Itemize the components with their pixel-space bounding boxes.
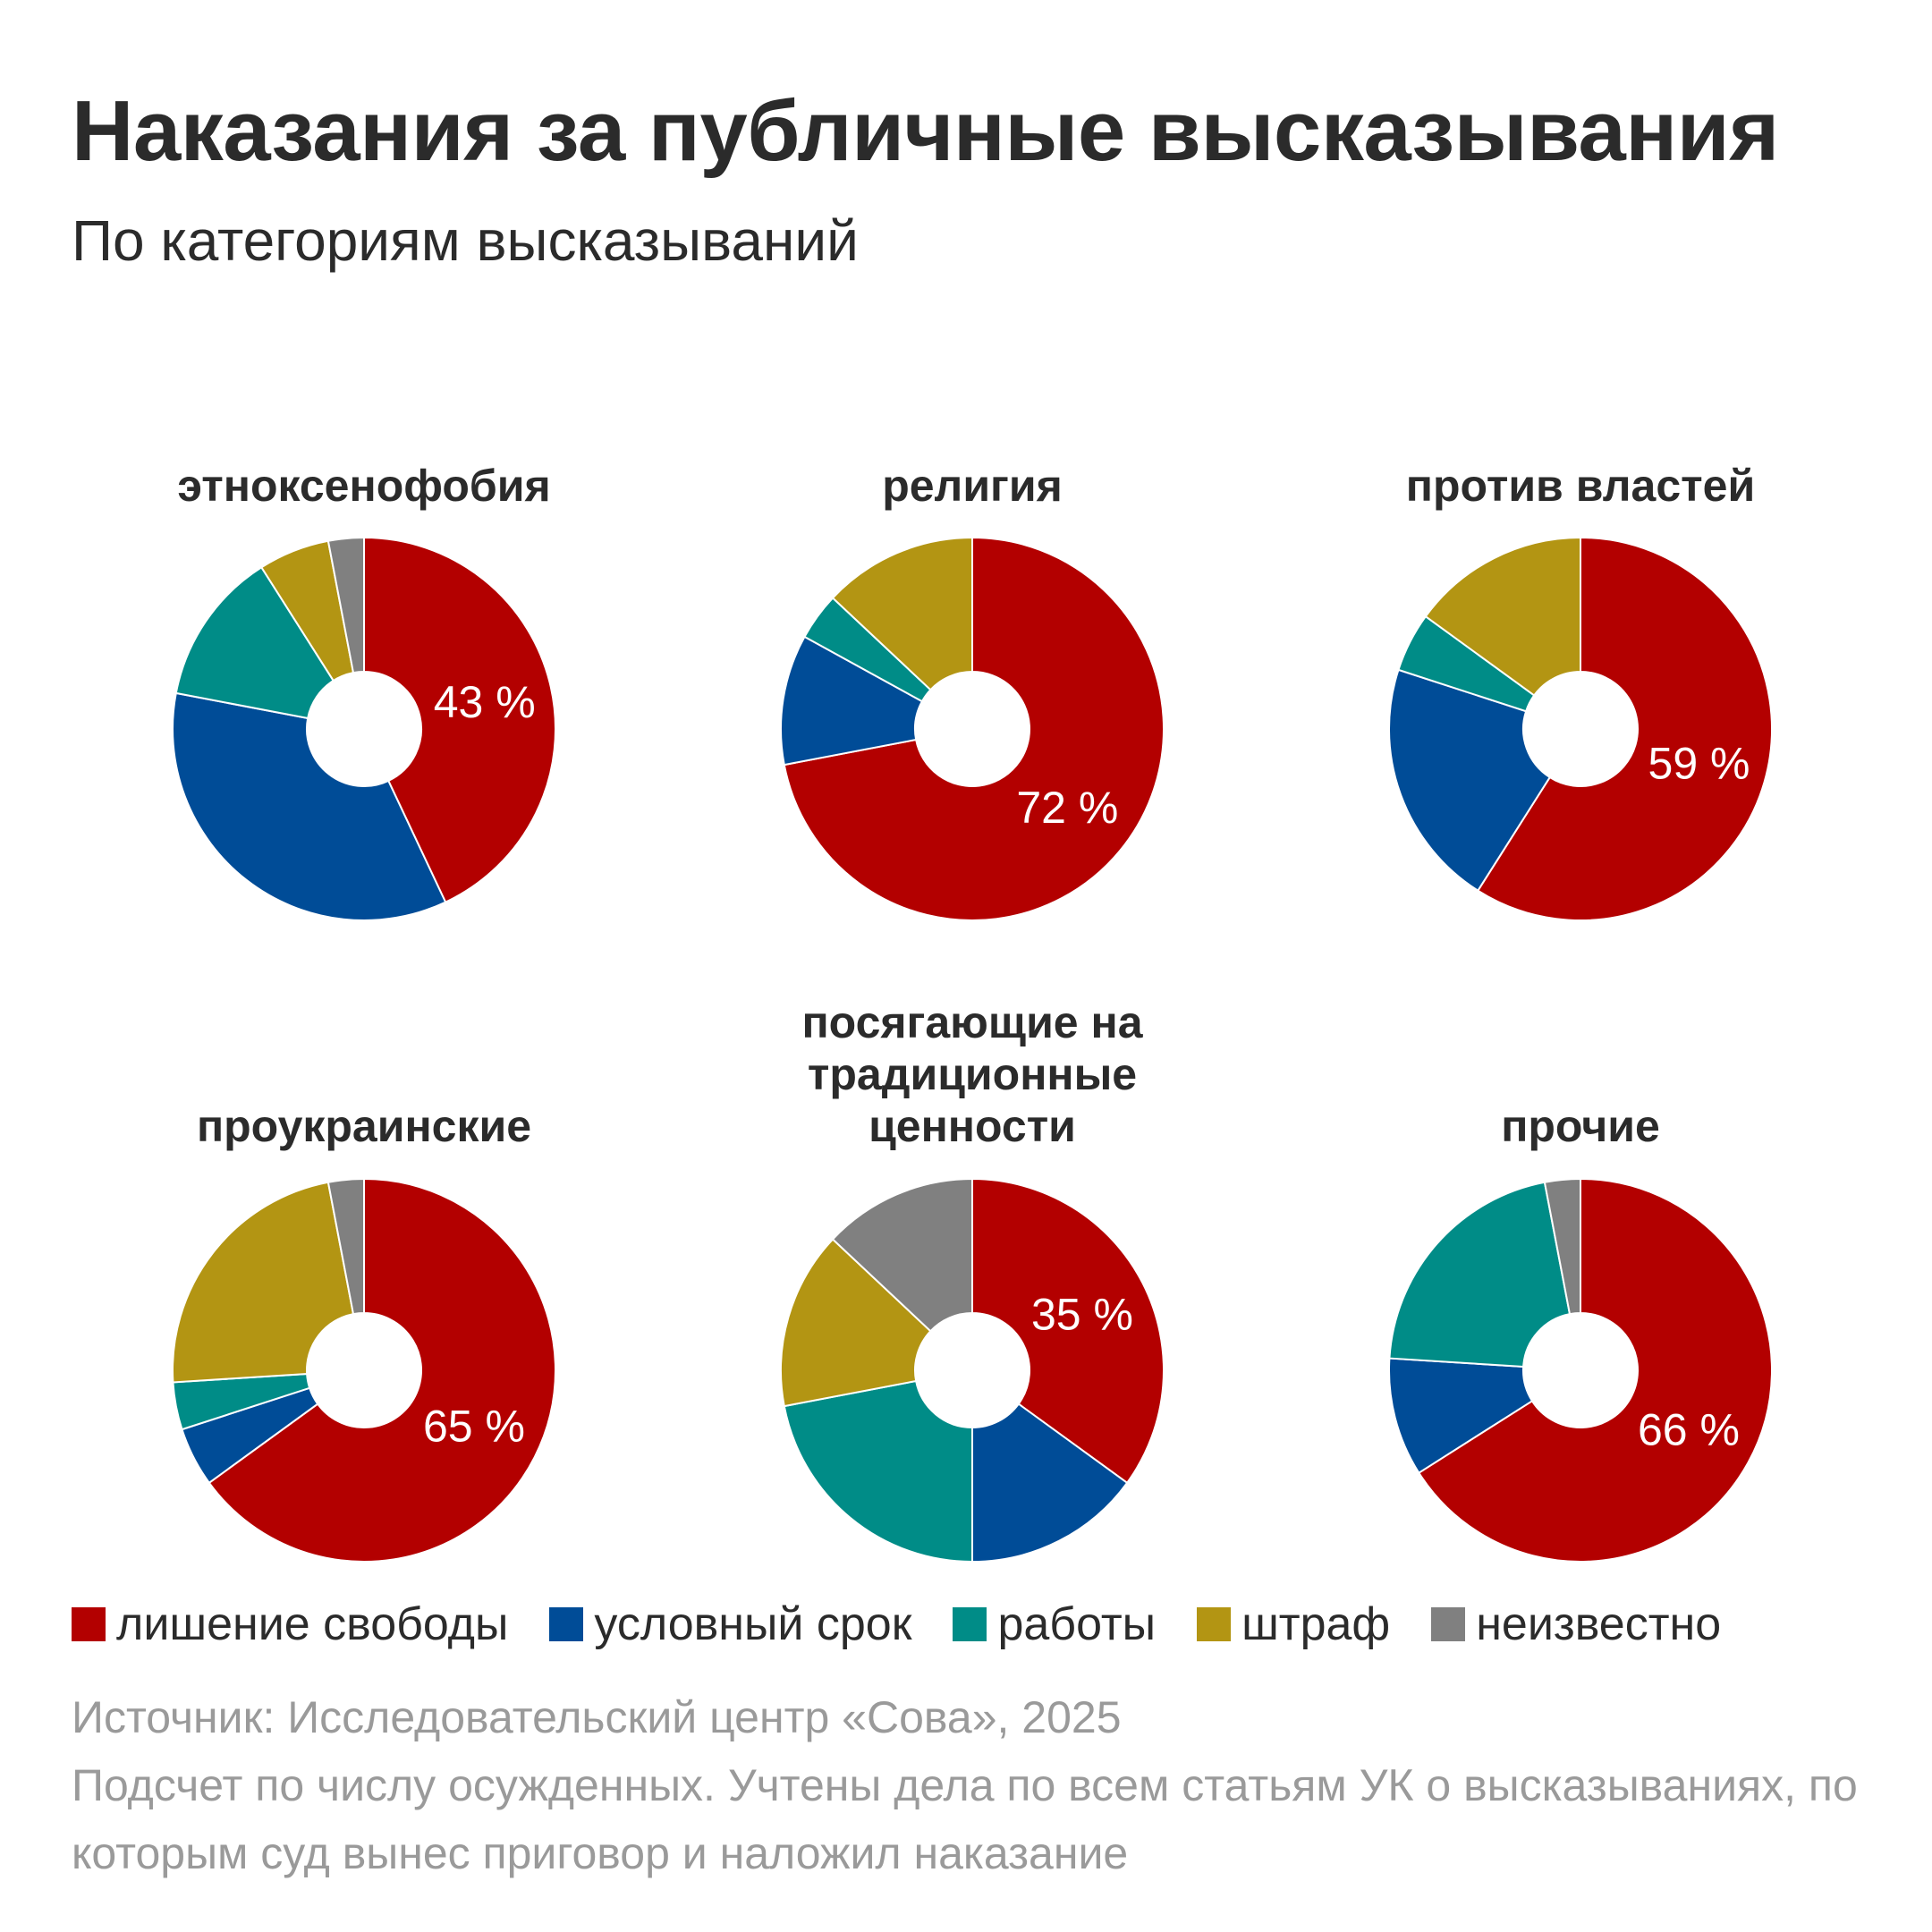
slice-lishenie — [208, 1177, 556, 1563]
donut-chart-pro-ukrainian: 65 % — [172, 1177, 556, 1563]
legend-label-raboty: работы — [997, 1598, 1157, 1650]
slice-shtraf — [172, 1181, 355, 1384]
donut-chart-ethno: 43 % — [172, 536, 556, 921]
slice-shtraf — [831, 536, 973, 691]
legend-swatch-shtraf — [1197, 1607, 1232, 1641]
legend-label-lishenie: лишение свободы — [116, 1598, 509, 1650]
page-subtitle: По категориям высказываний — [72, 208, 859, 273]
donut-chart-against-authorities: 59 % — [1388, 536, 1773, 921]
slice-uslovny — [172, 691, 447, 921]
chart-title-pro-ukrainian: проукраинские — [196, 1101, 532, 1151]
data-label: 59 % — [1648, 739, 1750, 789]
legend-swatch-raboty — [953, 1607, 987, 1641]
slice-neizvestno — [831, 1177, 973, 1333]
slice-raboty — [1388, 1181, 1572, 1368]
page-title: Наказания за публичные высказывания — [72, 83, 1779, 179]
legend-swatch-uslovny — [549, 1607, 584, 1641]
donut-chart-other: 66 % — [1388, 1177, 1773, 1563]
chart-title-against-authorities: против властей — [1405, 461, 1756, 511]
slice-uslovny — [1388, 668, 1552, 893]
slice-lishenie — [363, 536, 556, 903]
legend-item-neizvestno: неизвестно — [1431, 1597, 1721, 1651]
legend-label-uslovny: условный срок — [594, 1598, 912, 1650]
chart-title-religion: религия — [882, 461, 1063, 511]
source-line: Источник: Исследовательский центр «Сова»… — [72, 1692, 1122, 1742]
legend-label-neizvestno: неизвестно — [1476, 1598, 1722, 1650]
slice-neizvestno — [1543, 1177, 1581, 1316]
slice-uslovny — [780, 635, 924, 767]
slice-neizvestno — [326, 536, 365, 674]
slice-uslovny — [971, 1402, 1129, 1563]
methodology-note: Подсчет по числу осужденных. Учтены дела… — [72, 1760, 1858, 1878]
legend-swatch-neizvestno — [1431, 1607, 1466, 1641]
chart-title-traditional-values: посягающие на традиционные ценности — [801, 997, 1143, 1151]
slice-shtraf — [1424, 536, 1581, 697]
legend-item-uslovny: условный срок — [549, 1597, 911, 1651]
donut-chart-traditional-values: 35 % — [780, 1177, 1165, 1563]
data-label: 35 % — [1031, 1289, 1133, 1339]
legend-item-lishenie: лишение свободы — [72, 1597, 508, 1651]
slice-uslovny — [1388, 1357, 1534, 1475]
chart-title-other: прочие — [1501, 1101, 1660, 1151]
data-label: 72 % — [1016, 783, 1118, 833]
data-label: 66 % — [1638, 1404, 1740, 1454]
slice-raboty — [174, 565, 335, 720]
slice-lishenie — [783, 536, 1165, 921]
legend-label-shtraf: штраф — [1241, 1598, 1391, 1650]
slice-lishenie — [971, 1177, 1165, 1485]
legend-item-raboty: работы — [953, 1597, 1156, 1651]
legend: лишение свободы условный срок работы штр… — [72, 1597, 1762, 1651]
legend-swatch-lishenie — [72, 1607, 106, 1641]
data-label: 65 % — [423, 1402, 525, 1452]
slice-lishenie — [1417, 1177, 1773, 1563]
slice-shtraf — [780, 1238, 932, 1408]
source-note: Источник: Исследовательский центр «Сова»… — [72, 1683, 1860, 1887]
slice-raboty — [783, 1379, 973, 1563]
data-label: 43 % — [434, 677, 536, 727]
legend-item-shtraf: штраф — [1197, 1597, 1390, 1651]
donut-chart-religion: 72 % — [780, 536, 1165, 921]
slice-neizvestno — [326, 1177, 365, 1316]
chart-title-ethno: этноксенофобия — [177, 461, 551, 511]
slice-lishenie — [1476, 536, 1773, 921]
